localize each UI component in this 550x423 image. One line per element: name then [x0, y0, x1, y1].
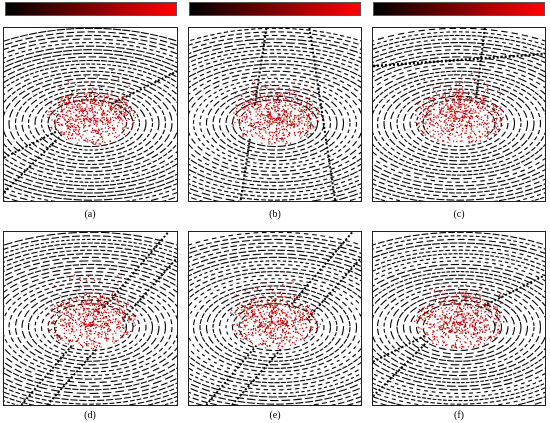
sensor-clearing [425, 305, 493, 350]
panel-label-a: (a) [84, 209, 96, 220]
sensor-marker [87, 316, 94, 323]
panel-b [188, 27, 362, 202]
colorbar-2 [189, 2, 361, 16]
scan-rings [4, 28, 177, 201]
panel-label-c: (c) [453, 209, 465, 220]
point-cluster [231, 74, 321, 145]
point-cluster [47, 69, 136, 145]
sensor-marker [272, 112, 278, 119]
sensor-clearing [56, 305, 125, 350]
panel-label-b: (b) [269, 209, 281, 220]
scan-rings [373, 28, 545, 201]
sensor-clearing [241, 101, 309, 146]
colorbar-3 [373, 2, 545, 16]
scan-rings [373, 232, 545, 405]
lidar-scan-c [373, 28, 545, 201]
point-cluster [230, 279, 321, 350]
lidar-scan-d [4, 232, 177, 405]
panel-f [372, 231, 546, 406]
panel-a [3, 27, 178, 202]
sensor-marker [87, 112, 94, 119]
colorbar-1 [5, 2, 177, 16]
panel-d [3, 231, 178, 406]
structures [373, 28, 545, 98]
panel-e [188, 231, 362, 406]
structures [239, 28, 337, 201]
panel-label-d: (d) [84, 410, 96, 421]
scan-rings [189, 232, 361, 405]
lidar-scan-f [373, 232, 545, 405]
point-cluster [414, 71, 504, 144]
lidar-scan-b [189, 28, 361, 201]
sensor-marker [456, 316, 462, 323]
lidar-scan-a [4, 28, 177, 201]
panel-label-e: (e) [269, 410, 281, 421]
lidar-scan-e [189, 232, 361, 405]
sensor-marker [456, 112, 462, 119]
point-cluster [414, 283, 505, 350]
sensor-marker [272, 316, 278, 323]
panel-c [372, 27, 546, 202]
panel-label-f: (f) [454, 410, 464, 421]
